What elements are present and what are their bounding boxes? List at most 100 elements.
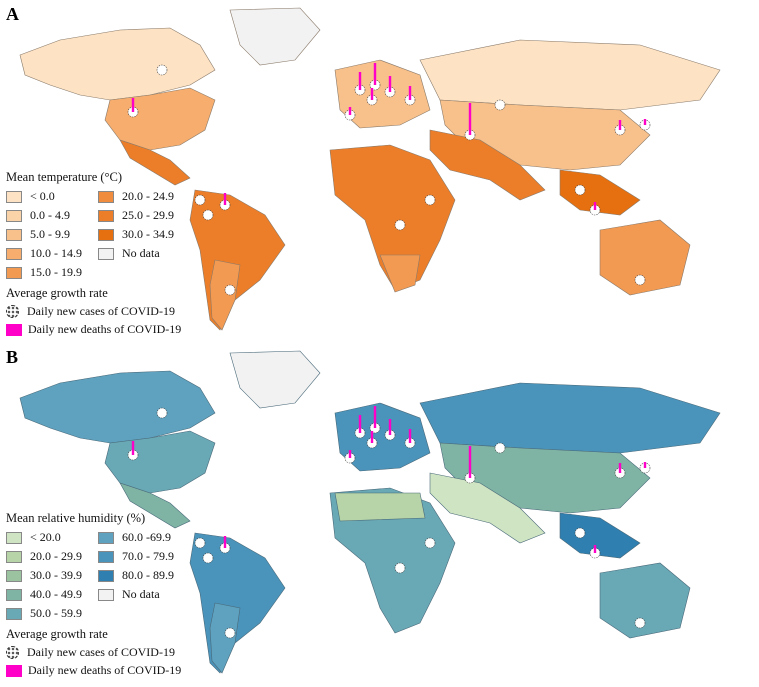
deaths-legend-item: Daily new deaths of COVID-19 [6,322,218,337]
color-swatch [98,588,114,601]
humidity-map-panel: B Mean relative humidity (%) < 20.0 60.0 … [0,343,759,687]
cases-legend-item: Daily new cases of COVID-19 [6,304,218,319]
panel-letter: B [6,347,19,367]
legend-class-label: 5.0 - 9.9 [30,227,70,241]
death-growth-bar [408,86,412,100]
legend-class-item: 25.0 - 29.9 [98,208,218,223]
death-growth-bar [388,76,392,92]
death-growth-bar [370,431,374,443]
legend-class-item: 60.0 -69.9 [98,530,218,545]
color-swatch [6,209,22,222]
humidity-world-map [19,350,721,674]
legend-class-label: 80.0 - 89.9 [122,568,174,582]
color-swatch [98,550,114,563]
case-growth-marker [194,537,206,549]
temperature-world-map [19,7,721,331]
deaths-label: Daily new deaths of COVID-19 [28,663,182,677]
legend-class-label: No data [122,246,160,260]
color-swatch [6,247,22,260]
legend-class-label: 0.0 - 4.9 [30,208,70,222]
death-growth-bar [618,120,622,130]
humidity-legend: Mean relative humidity (%) < 20.0 60.0 -6… [6,511,218,678]
dotted-circle-icon [6,646,19,659]
cases-label: Daily new cases of COVID-19 [27,304,175,318]
legend-class-item [98,606,218,621]
legend-class-item: 30.0 - 39.9 [6,568,92,583]
legend-class-item: < 0.0 [6,189,92,204]
case-growth-marker [574,527,586,539]
legend-class-item [98,265,218,280]
legend-class-item: 30.0 - 34.9 [98,227,218,242]
legend-class-item: 70.0 - 79.9 [98,549,218,564]
legend-class-label: < 20.0 [30,530,61,544]
growth-title: Average growth rate [6,286,108,300]
death-growth-bar [373,63,377,85]
russia-region [419,39,721,111]
mexico-region [119,482,191,529]
australia-region [599,219,691,296]
legend-class-label: 60.0 -69.9 [122,530,171,544]
temperature-map-panel: A Mean temperature (°C) < 0.0 20.0 - 24.9… [0,0,759,343]
case-growth-marker [424,194,436,206]
case-growth-marker [224,284,236,296]
europe-region [334,59,431,129]
legend-class-item: No data [98,246,218,261]
legend-class-label: 20.0 - 29.9 [30,549,82,563]
legend-class-label: 15.0 - 19.9 [30,265,82,279]
legend-class-item: 40.0 - 49.9 [6,587,92,602]
legend-class-item: 0.0 - 4.9 [6,208,92,223]
death-growth-bar [643,119,647,125]
case-growth-marker [202,209,214,221]
australia-region [599,562,691,639]
growth-title: Average growth rate [6,627,108,641]
color-swatch [6,550,22,563]
russia-region [419,382,721,454]
north-america-region [19,27,216,101]
case-growth-marker [156,64,168,76]
case-growth-marker [394,562,406,574]
death-growth-bar [358,415,362,433]
color-swatch [6,607,22,620]
color-swatch [6,531,22,544]
legend-class-label: 40.0 - 49.9 [30,587,82,601]
case-growth-marker [394,219,406,231]
death-growth-bar [358,72,362,90]
color-swatch [98,190,114,203]
death-growth-bar [468,446,472,478]
case-growth-marker [634,617,646,629]
color-swatch [6,228,22,241]
case-growth-marker [574,184,586,196]
legend-class-label: 25.0 - 29.9 [122,208,174,222]
death-growth-bar [223,536,227,548]
south-cone-region [209,259,241,331]
case-growth-marker [156,407,168,419]
legend-class-item: 10.0 - 14.9 [6,246,92,261]
greenland-region [229,350,321,409]
southern-africa-region [379,254,421,293]
magenta-bar-icon [6,323,22,336]
death-growth-bar [223,193,227,205]
middle-east-region [429,472,546,544]
deaths-label: Daily new deaths of COVID-19 [28,322,182,336]
magenta-bar-icon [6,664,22,677]
death-growth-bar [348,107,352,115]
legend-class-item: 20.0 - 29.9 [6,549,92,564]
legend-class-item: 15.0 - 19.9 [6,265,92,280]
legend-class-label: 20.0 - 24.9 [122,189,174,203]
color-swatch [98,247,114,260]
north-america-region [19,370,216,444]
color-swatch [98,228,114,241]
greenland-region [229,7,321,66]
death-growth-bar [131,441,135,455]
color-swatch [6,190,22,203]
legend-title: Mean relative humidity (%) [6,511,146,525]
color-swatch [6,569,22,582]
legend-class-label: < 0.0 [30,189,55,203]
legend-class-label: 50.0 - 59.9 [30,606,82,620]
europe-region [334,402,431,472]
legend-class-item: No data [98,587,218,602]
deaths-legend-item: Daily new deaths of COVID-19 [6,663,218,678]
death-growth-bar [373,406,377,428]
case-growth-marker [494,99,506,111]
death-growth-bar [348,450,352,458]
